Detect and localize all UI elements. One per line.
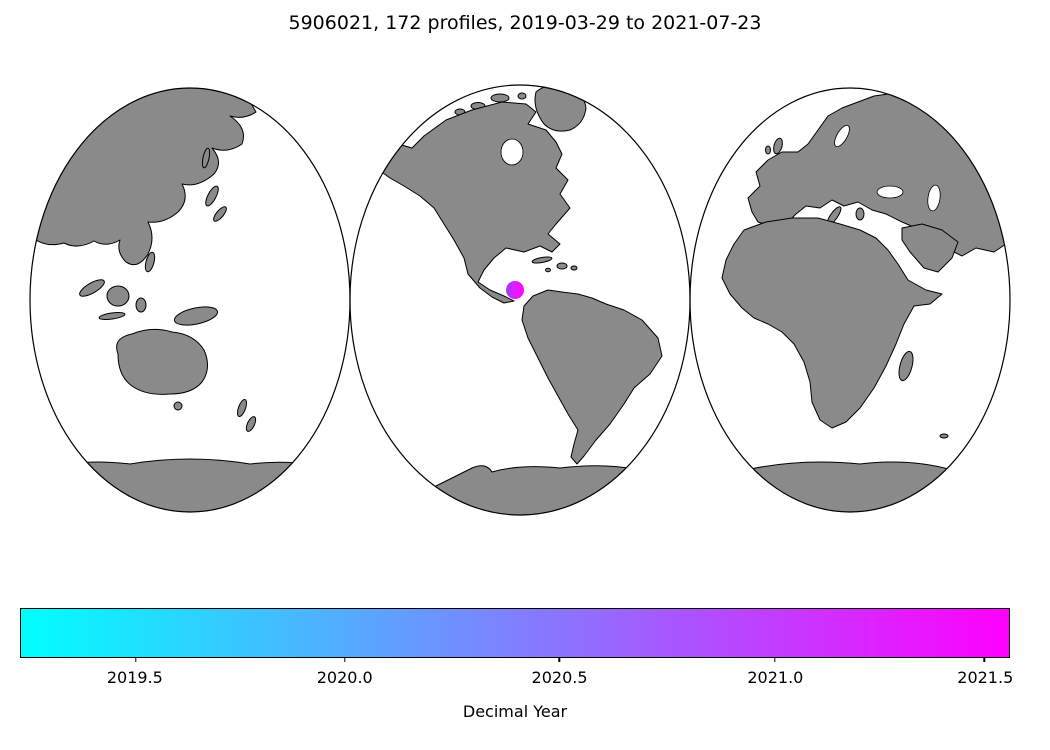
- land-ireland: [765, 145, 771, 155]
- land-philippines: [144, 251, 156, 273]
- colorbar-tick-label: 2020.0: [316, 668, 373, 687]
- map-lobe-outlines: [29, 84, 1011, 516]
- colorbar-tick-labels: 2019.5 2020.0 2020.5 2021.0 2021.5: [20, 668, 1014, 692]
- land-kerguelen: [939, 433, 949, 439]
- land-sumatra: [79, 279, 105, 297]
- colorbar-tick: [774, 657, 776, 662]
- land-puerto-rico: [570, 265, 578, 271]
- land-cuba: [531, 256, 553, 264]
- baltic-sea: [834, 124, 850, 148]
- land-new-guinea: [173, 306, 219, 326]
- land-australia: [116, 328, 208, 395]
- land-greece: [855, 207, 865, 221]
- land-arabia: [901, 223, 959, 273]
- caspian-sea: [927, 184, 941, 212]
- land-antarctica-center: [427, 465, 690, 515]
- land-antarctica-right: [735, 461, 963, 512]
- colorbar-gradient: [21, 609, 1009, 657]
- land-new-zealand-south: [245, 416, 257, 432]
- black-sea: [876, 185, 904, 199]
- land-hispaniola: [556, 262, 568, 270]
- land-new-zealand-north: [236, 398, 248, 418]
- land-madagascar: [898, 350, 914, 382]
- colorbar-tick-label: 2019.5: [106, 668, 163, 687]
- land-tasmania: [173, 401, 183, 411]
- colorbar-tick: [344, 657, 346, 662]
- figure-title: 5906021, 172 profiles, 2019-03-29 to 202…: [288, 12, 762, 34]
- land-iceland: [706, 99, 722, 109]
- land-antarctica-left: [30, 458, 350, 512]
- lobe-outline-right: [689, 87, 1011, 513]
- land-europe-asia: [747, 91, 1010, 257]
- land-sakhalin: [201, 147, 211, 169]
- hudson-bay: [500, 138, 524, 166]
- colorbar-tick: [558, 657, 561, 662]
- float-profiles-marker: [506, 281, 524, 299]
- land-java: [98, 312, 126, 320]
- colorbar-tick-label: 2021.0: [747, 668, 804, 687]
- colorbar-tick: [134, 657, 137, 662]
- colorbar-tick: [983, 657, 985, 662]
- colorbar: [20, 608, 1010, 662]
- land-africa: [721, 217, 943, 429]
- colorbar-axis-label: Decimal Year: [462, 702, 568, 721]
- land-south-america: [521, 289, 663, 465]
- land-great-britain: [773, 137, 783, 155]
- land-jamaica: [545, 267, 551, 273]
- land-arctic-island-4: [517, 92, 527, 100]
- land-sulawesi: [135, 297, 147, 313]
- land-japan-south: [213, 206, 227, 222]
- world-map: [29, 84, 1011, 516]
- land-arctic-island-3: [490, 93, 510, 103]
- land-borneo: [106, 285, 130, 307]
- colorbar-tick-label: 2020.5: [531, 668, 588, 687]
- colorbar-tick-label: 2021.5: [957, 668, 1014, 687]
- land-japan-north: [205, 185, 219, 207]
